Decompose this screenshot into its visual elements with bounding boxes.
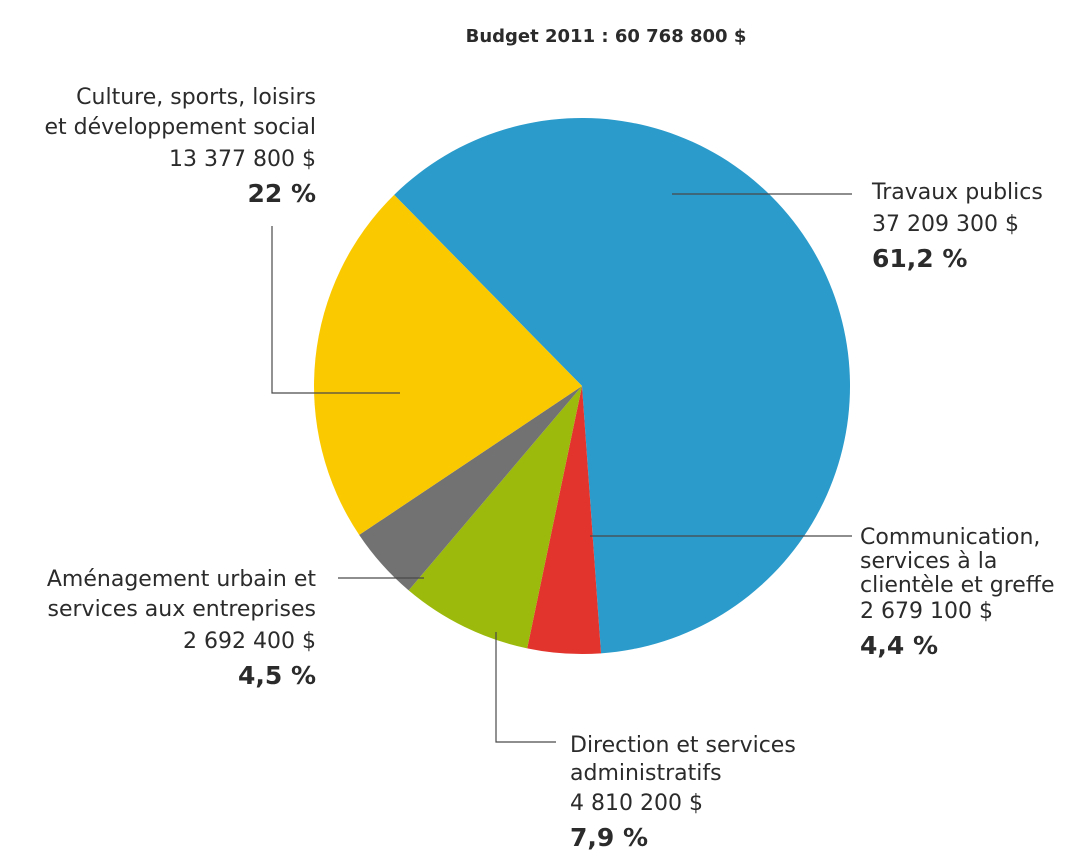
slice-percent-amenagement-urbain-et: 4,5 % [238, 661, 316, 690]
leader-line-direction-et-services [495, 632, 556, 743]
slice-percent-culture-sports-loisirs: 22 % [247, 179, 316, 208]
slice-label-direction-et-services-line-1: Direction et services [570, 733, 796, 758]
slice-label-culture-sports-loisirs-line-2: et développement social [45, 115, 317, 140]
slice-label-travaux-publics-line-1: Travaux publics [871, 180, 1043, 205]
pie-slice-communication [527, 386, 602, 654]
pie-slice-amenagement-urbain-et [359, 386, 582, 591]
slice-amount-amenagement-urbain-et: 2 692 400 $ [183, 629, 316, 654]
slice-label-amenagement-urbain-et-line-1: Aménagement urbain et [47, 567, 316, 592]
slice-label-communication-line-2: services à la [860, 549, 997, 574]
slice-label-communication-line-3: clientèle et greffe [860, 573, 1055, 598]
pie-slice-travaux-publics [394, 117, 851, 654]
pie-slices [314, 117, 851, 654]
slice-label-amenagement-urbain-et-line-2: services aux entreprises [48, 597, 316, 622]
slice-amount-direction-et-services: 4 810 200 $ [570, 791, 703, 816]
slice-amount-travaux-publics: 37 209 300 $ [872, 212, 1019, 237]
slice-percent-communication: 4,4 % [860, 631, 938, 660]
chart-title: Budget 2011 : 60 768 800 $ [466, 26, 747, 47]
slice-percent-travaux-publics: 61,2 % [872, 244, 967, 273]
leader-line-culture-sports-loisirs [271, 226, 400, 394]
slice-amount-communication: 2 679 100 $ [860, 599, 993, 624]
pie-slice-direction-et-services [408, 386, 582, 649]
slice-percent-direction-et-services: 7,9 % [570, 823, 648, 852]
slice-labels: Travaux publics 37 209 300 $ 61,2 % Communi… [45, 85, 1055, 852]
pie-slice-culture-sports-loisirs [314, 194, 582, 535]
slice-label-culture-sports-loisirs-line-1: Culture, sports, loisirs [76, 85, 316, 110]
leader-lines [271, 193, 852, 743]
slice-label-direction-et-services-line-2: administratifs [570, 761, 722, 786]
slice-amount-culture-sports-loisirs: 13 377 800 $ [169, 147, 316, 172]
slice-label-communication-line-1: Communication, [860, 525, 1040, 550]
